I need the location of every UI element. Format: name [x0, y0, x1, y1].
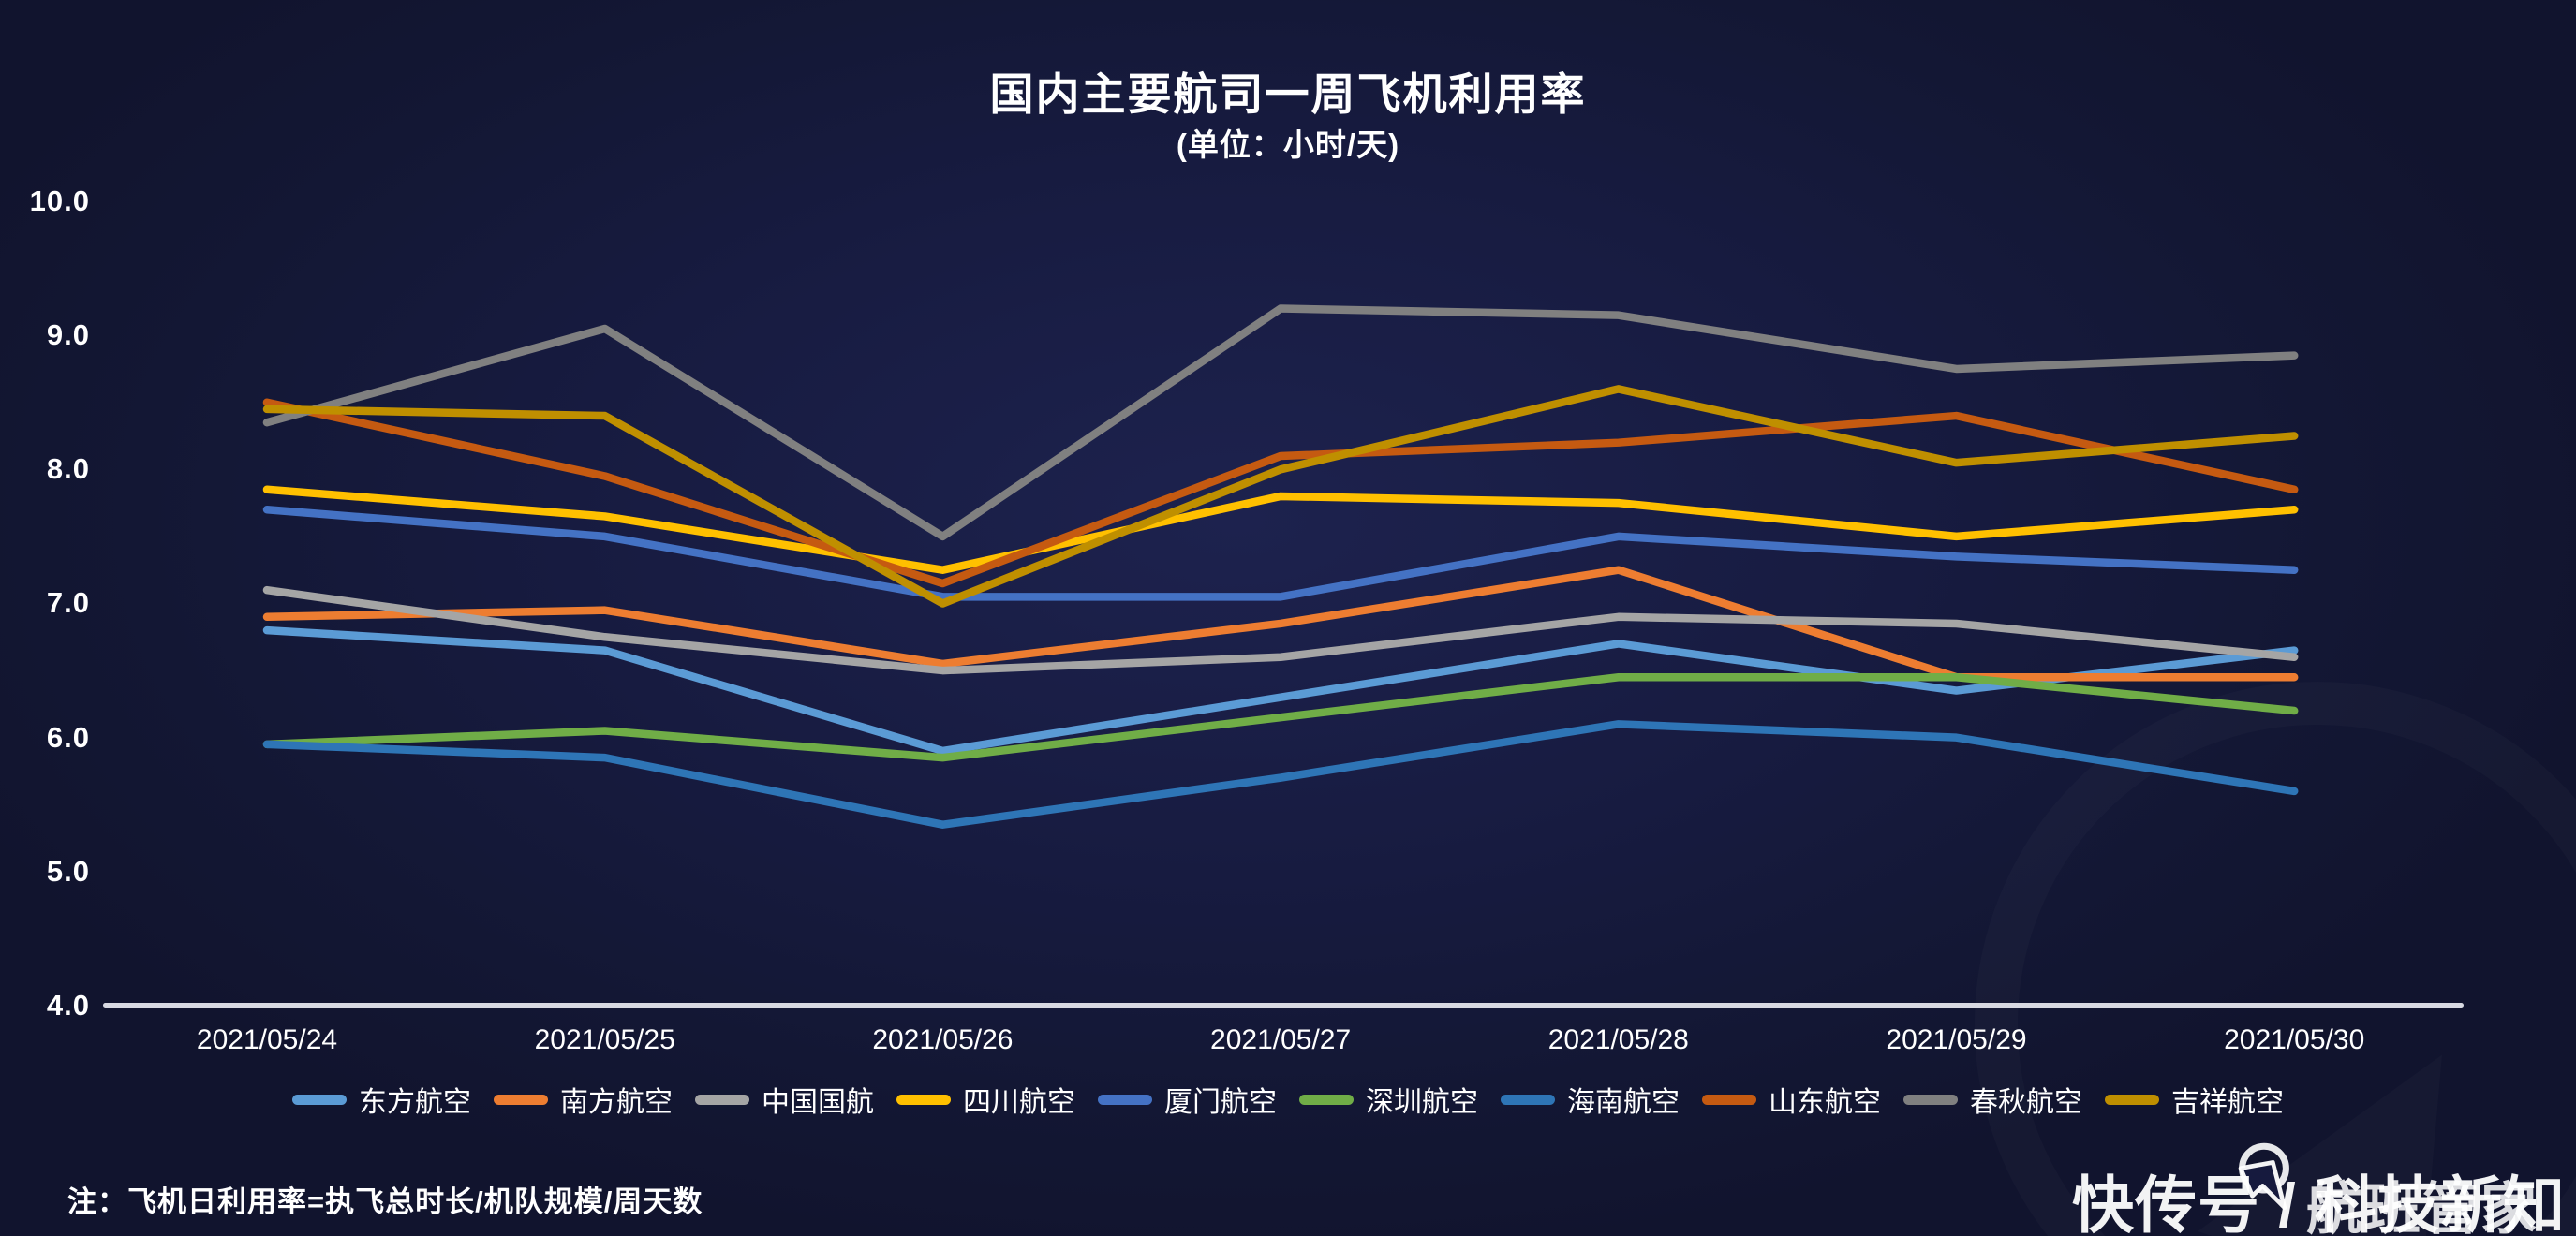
series-line-海南航空 — [262, 720, 2299, 829]
legend-item-吉祥航空: 吉祥航空 — [2105, 1079, 2284, 1120]
legend-label: 春秋航空 — [1970, 1087, 2082, 1118]
y-tick-label: 6.0 — [46, 720, 90, 754]
legend-label: 深圳航空 — [1366, 1087, 1478, 1118]
series-line-春秋航空 — [262, 304, 2299, 541]
legend: 东方航空 南方航空 中国国航 四川航空 厦门航空 深圳航空 海南航空 山东航空 春秋航空 吉祥航空 — [0, 1079, 2576, 1120]
x-tick-label: 2021/05/28 — [1547, 1024, 1689, 1055]
y-tick-label: 9.0 — [46, 318, 90, 352]
legend-label: 南方航空 — [560, 1087, 673, 1118]
legend-item-春秋航空: 春秋航空 — [1903, 1079, 2082, 1120]
legend-item-东方航空: 东方航空 — [292, 1079, 471, 1120]
y-tick-label: 7.0 — [46, 586, 90, 620]
paper-plane-logo-icon — [2238, 1142, 2289, 1211]
brand-watermark: 航班管家 — [2306, 1178, 2539, 1236]
x-axis-line — [103, 1003, 2464, 1008]
legend-swatch — [695, 1094, 749, 1105]
x-tick-label: 2021/05/27 — [1210, 1024, 1352, 1055]
legend-label: 东方航空 — [359, 1087, 471, 1118]
series-line-吉祥航空 — [262, 385, 2299, 608]
legend-swatch — [1098, 1094, 1152, 1105]
platform-watermark: 快传号 / 科技新知 — [2072, 1170, 2567, 1236]
series-line-厦门航空 — [262, 506, 2299, 601]
legend-swatch — [1501, 1094, 1555, 1105]
x-tick-label: 2021/05/24 — [196, 1024, 338, 1055]
legend-label: 吉祥航空 — [2171, 1087, 2284, 1118]
series-line-山东航空 — [262, 398, 2299, 588]
series-line-四川航空 — [262, 485, 2299, 574]
legend-item-深圳航空: 深圳航空 — [1299, 1079, 1478, 1120]
y-tick-label: 8.0 — [46, 452, 90, 486]
legend-label: 海南航空 — [1567, 1087, 1680, 1118]
legend-label: 厦门航空 — [1164, 1087, 1277, 1118]
x-tick-label: 2021/05/30 — [2224, 1024, 2365, 1055]
legend-label: 山东航空 — [1769, 1087, 1881, 1118]
series-line-东方航空 — [262, 625, 2299, 756]
legend-swatch — [494, 1094, 548, 1105]
legend-item-南方航空: 南方航空 — [494, 1079, 673, 1120]
y-tick-label: 10.0 — [29, 184, 90, 217]
legend-label: 四川航空 — [963, 1087, 1075, 1118]
legend-item-四川航空: 四川航空 — [896, 1079, 1075, 1120]
legend-item-山东航空: 山东航空 — [1702, 1079, 1881, 1120]
x-tick-label: 2021/05/25 — [534, 1024, 675, 1055]
legend-swatch — [1299, 1094, 1354, 1105]
legend-item-海南航空: 海南航空 — [1501, 1079, 1680, 1120]
y-tick-label: 4.0 — [46, 989, 90, 1022]
series-line-深圳航空 — [262, 672, 2299, 762]
footnote: 注：飞机日利用率=执飞总时长/机队规模/周天数 — [67, 1185, 703, 1218]
series-line-中国国航 — [262, 585, 2299, 675]
legend-item-中国国航: 中国国航 — [695, 1079, 874, 1120]
legend-swatch — [1903, 1094, 1958, 1105]
legend-swatch — [2105, 1094, 2159, 1105]
legend-swatch — [896, 1094, 951, 1105]
y-tick-label: 5.0 — [46, 854, 90, 888]
chart-title: 国内主要航司一周飞机利用率 — [989, 69, 1587, 119]
legend-label: 中国国航 — [762, 1087, 874, 1118]
legend-swatch — [292, 1094, 347, 1105]
legend-swatch — [1702, 1094, 1756, 1105]
x-tick-label: 2021/05/29 — [1886, 1024, 2027, 1055]
chart-subtitle: (单位：小时/天) — [1176, 127, 1400, 162]
legend-item-厦门航空: 厦门航空 — [1098, 1079, 1277, 1120]
x-tick-label: 2021/05/26 — [872, 1024, 1014, 1055]
